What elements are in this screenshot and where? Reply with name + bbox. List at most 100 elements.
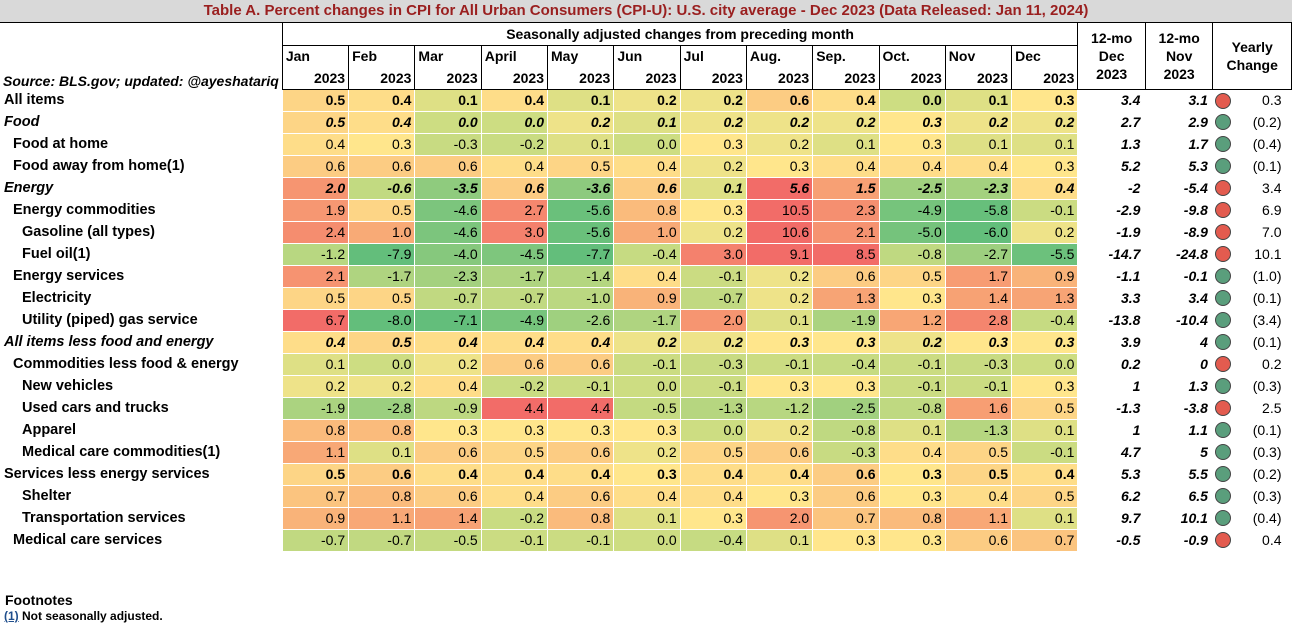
row-label: Apparel (22, 422, 76, 438)
green-dot-icon (1214, 334, 1231, 350)
table-row: Energy 2.0 -0.6 -3.5 0.6 -3.6 0.6 0.1 5.6 1.5 -2.5… (0, 176, 1292, 200)
row-label: Services less energy services (4, 466, 210, 482)
corner-blank (0, 23, 282, 45)
value-cell: 0.1 (745, 528, 814, 552)
value-cell: 0.1 (414, 88, 482, 112)
yearly-h2: Change (1226, 56, 1278, 73)
month-header: April (480, 45, 548, 67)
row-label: Food at home (13, 136, 109, 152)
value-cell: -4.0 (414, 242, 482, 266)
value-cell: -0.1 (878, 352, 946, 376)
value-cell: 0.1 (613, 506, 681, 530)
value-cell: 1.5 (812, 176, 880, 200)
nov-12mo-cell: -0.1 (1183, 268, 1208, 284)
value-cell: 0.4 (348, 88, 416, 112)
dec12-h3: 2023 (1096, 65, 1128, 82)
value-cell: 0.5 (348, 286, 416, 310)
value-cell: 0.4 (547, 462, 615, 486)
green-dot-icon (1214, 312, 1231, 328)
footnotes-title: Footnotes (5, 592, 73, 608)
value-cell: 0.1 (812, 132, 880, 156)
green-dot-icon (1214, 290, 1231, 306)
value-cell: 0.0 (613, 374, 681, 398)
value-cell: 0.2 (745, 132, 814, 156)
value-cell: 0.3 (348, 132, 416, 156)
dec-12mo-cell: 5.3 (1120, 466, 1141, 482)
value-cell: 0.0 (679, 418, 747, 442)
green-dot-icon (1214, 158, 1231, 174)
red-dot-icon (1214, 246, 1231, 262)
value-cell: -1.9 (281, 396, 350, 420)
row-label: New vehicles (22, 378, 114, 394)
value-cell: 0.4 (480, 154, 549, 178)
value-cell: 0.2 (679, 330, 747, 354)
value-cell: 1.7 (944, 264, 1013, 288)
value-cell: -0.7 (348, 528, 416, 552)
nov-12mo-cell: 6.5 (1188, 488, 1208, 504)
row-label: Medical care services (13, 532, 163, 548)
value-cell: 2.4 (281, 220, 350, 244)
value-cell: 0.4 (281, 132, 350, 156)
value-cell: -0.8 (812, 418, 880, 442)
row-label: All items (4, 92, 65, 108)
value-cell: 2.8 (944, 308, 1013, 332)
value-cell: 0.4 (613, 154, 681, 178)
table-row: Fuel oil(1) -1.2 -7.9 -4.0 -4.5 -7.7 -0.4 3.0 9.… (0, 242, 1292, 266)
value-cell: 0.8 (878, 506, 946, 530)
value-cell: 2.1 (812, 220, 880, 244)
month-header: Aug. (745, 45, 813, 67)
value-cell: 3.0 (480, 220, 549, 244)
value-cell: 0.4 (679, 484, 747, 508)
nov-12mo-cell: 3.1 (1188, 92, 1208, 109)
row-label: Energy commodities (13, 202, 156, 218)
value-cell: -0.9 (414, 396, 482, 420)
value-cell: 0.2 (281, 374, 350, 398)
yearly-change-cell: (0.1) (1213, 287, 1292, 309)
dec-12mo-cell: 1.3 (1120, 136, 1141, 152)
month-header: Mar (414, 45, 482, 67)
row-label: Medical care commodities(1) (22, 444, 221, 460)
row-label: Commodities less food & energy (13, 356, 239, 372)
value-cell: 0.3 (812, 374, 880, 398)
table-row: Energy commodities 1.9 0.5 -4.6 2.7 -5.6 0.8 0.… (0, 198, 1292, 222)
yearly-change-value: 2.5 (1262, 400, 1282, 416)
value-cell: -2.7 (944, 242, 1013, 266)
green-dot-icon (1214, 268, 1231, 284)
value-cell: 0.3 (613, 418, 681, 442)
yearly-change-value: 7.0 (1262, 224, 1282, 240)
value-cell: 0.5 (1011, 484, 1079, 508)
value-cell: 0.6 (613, 176, 681, 200)
green-dot-icon (1214, 114, 1231, 130)
value-cell: 0.5 (944, 462, 1013, 486)
yearly-change-cell: (0.3) (1213, 441, 1292, 463)
value-cell: 0.6 (348, 154, 416, 178)
value-cell: 0.6 (745, 88, 814, 112)
nov-12mo-cell: 5.5 (1188, 466, 1208, 482)
value-cell: 0.8 (348, 418, 416, 442)
value-cell: 0.3 (1011, 88, 1079, 112)
value-cell: -4.6 (414, 220, 482, 244)
value-cell: 0.5 (281, 88, 350, 112)
value-cell: 0.3 (745, 374, 814, 398)
value-cell: 0.1 (878, 418, 946, 442)
footnote-id[interactable]: (1) (4, 609, 19, 623)
value-cell: 0.4 (613, 264, 681, 288)
value-cell: -0.4 (613, 242, 681, 266)
value-cell: -5.0 (878, 220, 946, 244)
value-cell: 0.3 (679, 132, 747, 156)
yearly-change-value: 0.4 (1262, 532, 1282, 548)
value-cell: 0.4 (944, 484, 1013, 508)
month-header: Dec (1011, 45, 1078, 67)
yearly-change-value: (0.2) (1252, 114, 1282, 130)
value-cell: 0.7 (812, 506, 880, 530)
year-header: 2023 (613, 67, 681, 90)
value-cell: 0.6 (547, 352, 615, 376)
nov-12mo-cell: 1.7 (1188, 136, 1208, 152)
nov12-h1: 12-mo (1158, 29, 1200, 46)
value-cell: -3.6 (547, 176, 615, 200)
year-header: 2023 (480, 67, 548, 90)
value-cell: -0.1 (679, 264, 747, 288)
dec-12mo-cell: 6.2 (1120, 488, 1141, 504)
year-header: 2023 (878, 67, 946, 90)
value-cell: 0.1 (281, 352, 350, 376)
